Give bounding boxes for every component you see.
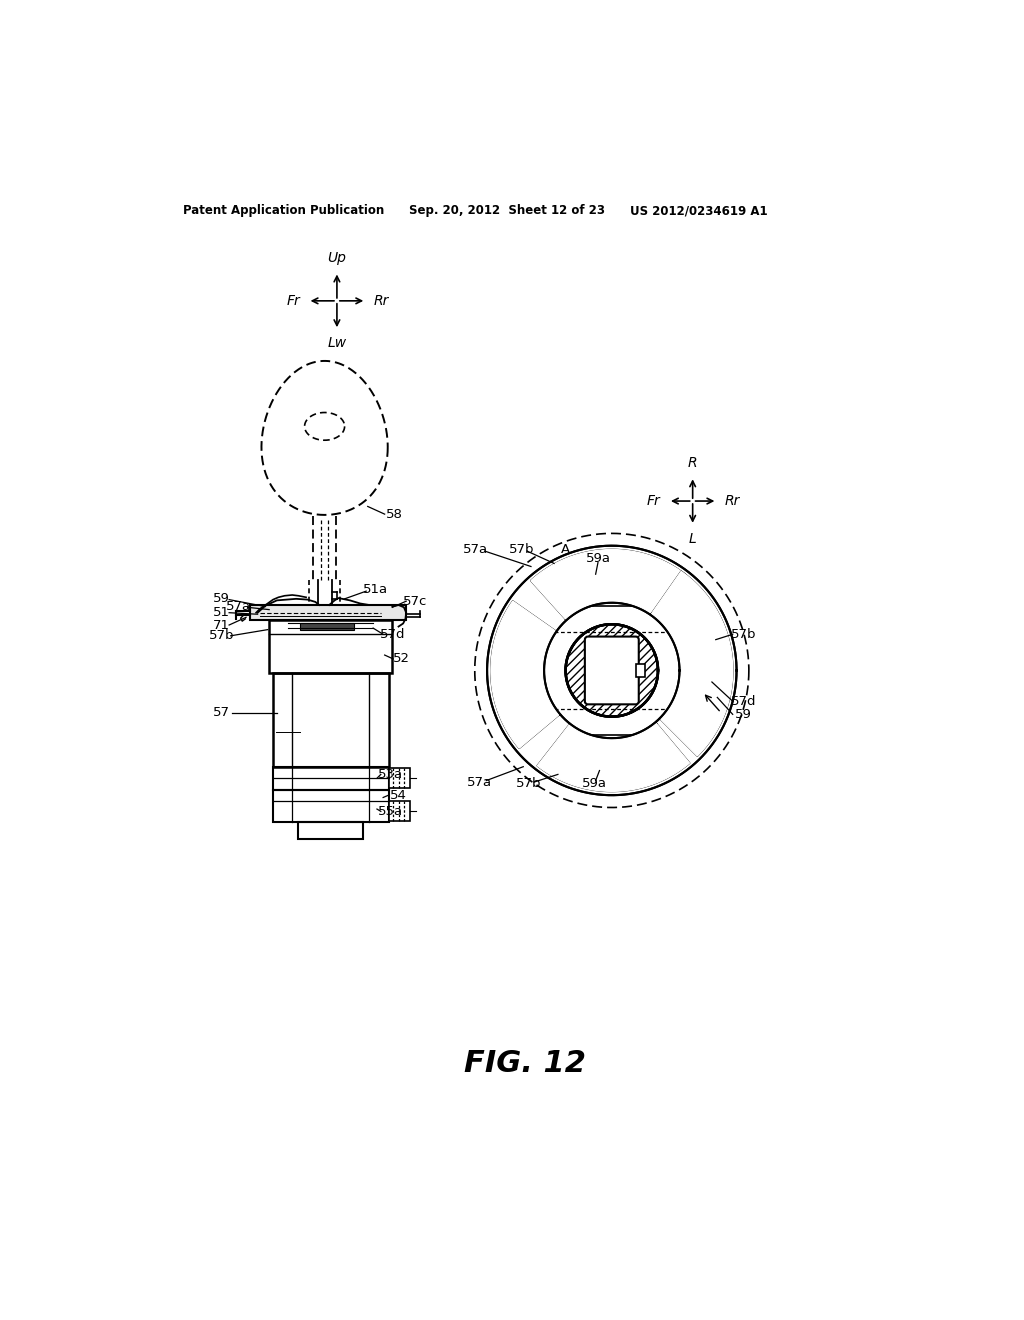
Bar [273,767,388,789]
Polygon shape [490,601,559,748]
Text: 55a: 55a [378,805,403,818]
Polygon shape [651,572,733,756]
Text: 51: 51 [213,606,230,619]
Bar [388,800,410,821]
Circle shape [565,624,658,717]
Text: Rr: Rr [374,294,389,308]
Text: 59: 59 [213,593,229,606]
Text: Lw: Lw [328,337,346,350]
Text: 57a: 57a [463,543,488,556]
Polygon shape [530,549,686,619]
Text: 53a: 53a [378,768,403,781]
Text: 57a: 57a [226,601,251,612]
Bar [250,605,407,620]
Bar [269,620,392,673]
Polygon shape [538,723,689,791]
Text: 57b: 57b [731,628,757,640]
Text: US 2012/0234619 A1: US 2012/0234619 A1 [630,205,767,218]
Text: Sep. 20, 2012  Sheet 12 of 23: Sep. 20, 2012 Sheet 12 of 23 [410,205,605,218]
Text: Up: Up [328,251,346,265]
Text: 57b: 57b [516,777,542,791]
Text: FIG. 12: FIG. 12 [464,1048,586,1077]
Text: 57: 57 [213,706,230,719]
Bar [636,664,645,677]
Text: Patent Application Publication: Patent Application Publication [183,205,384,218]
Bar [586,595,638,606]
Text: Fr: Fr [646,494,660,508]
FancyBboxPatch shape [585,636,639,705]
Bar [273,673,388,767]
Text: Rr: Rr [725,494,740,508]
Bar [300,623,354,631]
Text: R: R [688,457,697,470]
Bar [586,735,638,746]
Text: 57d: 57d [380,628,406,640]
Text: 58: 58 [385,508,402,520]
Text: 57a: 57a [467,776,492,788]
Text: Fr: Fr [287,294,300,308]
Text: L: L [689,532,696,546]
Text: 57b: 57b [209,630,234,643]
Text: 59: 59 [735,708,752,721]
Bar [388,768,410,788]
Text: 57b: 57b [509,543,535,556]
Text: 52: 52 [393,652,410,665]
Text: 54: 54 [390,788,407,801]
Text: 57c: 57c [403,594,428,607]
Text: A: A [561,543,570,556]
Text: 59a: 59a [586,552,611,565]
Text: 57d: 57d [731,694,757,708]
Text: 51a: 51a [362,583,388,597]
Text: 59a: 59a [583,777,607,791]
Text: 71: 71 [213,619,230,631]
Bar [298,822,364,840]
Bar [273,789,388,822]
